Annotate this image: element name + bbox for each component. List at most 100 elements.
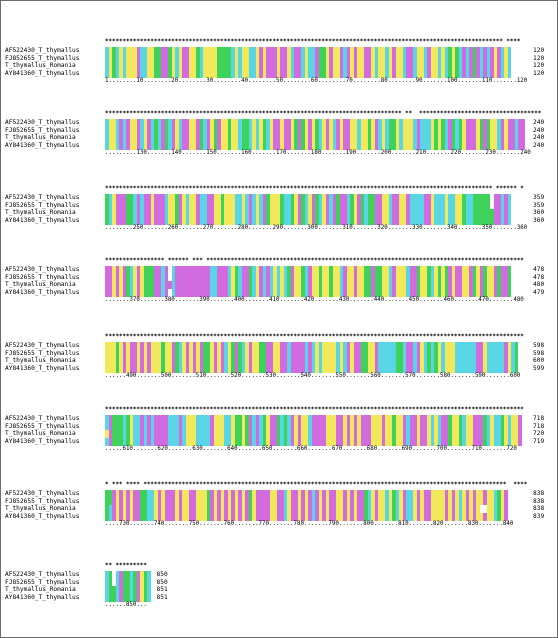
nucleotide-cell bbox=[311, 490, 316, 498]
nucleotide-cell bbox=[350, 490, 354, 498]
nucleotide-cell bbox=[245, 141, 249, 150]
nucleotide-cell bbox=[329, 415, 333, 423]
nucleotide-cell bbox=[346, 273, 351, 282]
nucleotide-cell bbox=[367, 134, 372, 143]
nucleotide-cell bbox=[462, 430, 466, 439]
nucleotide-cell bbox=[364, 54, 368, 63]
nucleotide-cell bbox=[448, 281, 452, 290]
nucleotide-cell bbox=[388, 126, 393, 135]
nucleotide-cell bbox=[413, 141, 417, 150]
nucleotide-cell bbox=[339, 437, 344, 446]
position-number: 240 bbox=[533, 134, 545, 142]
nucleotide-cell bbox=[518, 141, 522, 150]
position-ruler: ....730.......740.......750.......760...… bbox=[105, 521, 514, 528]
nucleotide-cell bbox=[318, 62, 323, 71]
nucleotide-cell bbox=[126, 578, 130, 587]
nucleotide-cell bbox=[252, 273, 256, 282]
nucleotide-cell bbox=[140, 288, 144, 297]
nucleotide-cell bbox=[360, 422, 365, 431]
nucleotide-cell bbox=[143, 578, 148, 587]
nucleotide-cell bbox=[486, 281, 491, 290]
nucleotide-cell bbox=[364, 281, 368, 290]
nucleotide-cell bbox=[385, 281, 389, 290]
nucleotide-cell bbox=[458, 437, 463, 446]
nucleotide-cell bbox=[154, 47, 158, 55]
nucleotide-cell bbox=[143, 69, 148, 78]
nucleotide-cell bbox=[385, 288, 389, 297]
nucleotide-cell bbox=[427, 357, 431, 366]
nucleotide-cell bbox=[402, 281, 407, 290]
nucleotide-cell bbox=[395, 266, 400, 274]
nucleotide-cell bbox=[486, 437, 491, 446]
nucleotide-cell bbox=[318, 54, 323, 63]
nucleotide-cell bbox=[448, 134, 452, 143]
nucleotide-cell bbox=[231, 119, 235, 127]
nucleotide-cell bbox=[339, 201, 344, 210]
nucleotide-cell bbox=[325, 209, 330, 218]
nucleotide-cell bbox=[308, 505, 312, 514]
nucleotide-cell bbox=[164, 134, 169, 143]
nucleotide-cell bbox=[276, 512, 281, 521]
sequence-row: AF522430_T_thymallus 120 bbox=[1, 47, 557, 55]
nucleotide-cell bbox=[262, 430, 267, 439]
nucleotide-cell bbox=[430, 273, 435, 282]
sequence-row: FJ852655_T_thymallus 598 bbox=[1, 349, 557, 358]
nucleotide-cell bbox=[507, 273, 511, 282]
nucleotide-cell bbox=[290, 357, 295, 366]
nucleotide-cell bbox=[511, 430, 515, 439]
nucleotide-cell bbox=[455, 288, 459, 297]
nucleotide-cell bbox=[469, 490, 473, 498]
nucleotide-cell bbox=[297, 141, 302, 150]
alignment-block: ****************************************… bbox=[1, 407, 557, 471]
nucleotide-cell bbox=[255, 62, 260, 71]
nucleotide-cell bbox=[416, 216, 421, 225]
nucleotide-cell bbox=[469, 69, 473, 78]
nucleotide-cell bbox=[469, 415, 473, 423]
nucleotide-cell bbox=[140, 357, 144, 366]
nucleotide-cell bbox=[280, 141, 284, 150]
nucleotide-cell bbox=[385, 134, 389, 143]
nucleotide-cell bbox=[402, 415, 407, 423]
nucleotide-cell bbox=[360, 62, 365, 71]
nucleotide-cell bbox=[420, 490, 424, 498]
nucleotide-cell bbox=[462, 490, 466, 498]
nucleotide-cell bbox=[318, 119, 323, 127]
nucleotide-cell bbox=[283, 512, 288, 521]
nucleotide-cell bbox=[269, 201, 274, 210]
nucleotide-cell bbox=[241, 497, 246, 506]
nucleotide-cell bbox=[409, 69, 414, 78]
nucleotide-cell bbox=[297, 266, 302, 274]
nucleotide-cell bbox=[437, 126, 442, 135]
nucleotide-cell bbox=[388, 422, 393, 431]
nucleotide-cell bbox=[413, 69, 417, 78]
nucleotide-cell bbox=[399, 266, 403, 274]
nucleotide-cell bbox=[231, 430, 235, 439]
nucleotide-cell bbox=[189, 349, 193, 358]
nucleotide-cell bbox=[133, 430, 137, 439]
nucleotide-cell bbox=[392, 62, 396, 71]
nucleotide-cell bbox=[136, 134, 141, 143]
nucleotide-cell bbox=[276, 364, 281, 373]
nucleotide-cell bbox=[315, 342, 319, 350]
nucleotide-cell bbox=[483, 69, 487, 78]
nucleotide-cell bbox=[133, 357, 137, 366]
nucleotide-cell bbox=[448, 126, 452, 135]
nucleotide-cell bbox=[497, 490, 501, 498]
nucleotide-cell bbox=[164, 126, 169, 135]
nucleotide-cell bbox=[353, 512, 358, 521]
nucleotide-cell bbox=[336, 119, 340, 127]
nucleotide-cell bbox=[367, 437, 372, 446]
nucleotide-cell bbox=[266, 266, 270, 274]
nucleotide-cell bbox=[143, 437, 148, 446]
nucleotide-cell bbox=[248, 422, 253, 431]
nucleotide-cell bbox=[196, 415, 200, 423]
nucleotide-cell bbox=[444, 357, 449, 366]
nucleotide-cell bbox=[301, 490, 305, 498]
nucleotide-cell bbox=[353, 288, 358, 297]
nucleotide-cell bbox=[364, 47, 368, 55]
nucleotide-cell bbox=[322, 209, 326, 218]
nucleotide-cell bbox=[490, 437, 494, 446]
nucleotide-cell bbox=[469, 216, 473, 225]
nucleotide-cell bbox=[402, 349, 407, 358]
nucleotide-cell bbox=[402, 54, 407, 63]
